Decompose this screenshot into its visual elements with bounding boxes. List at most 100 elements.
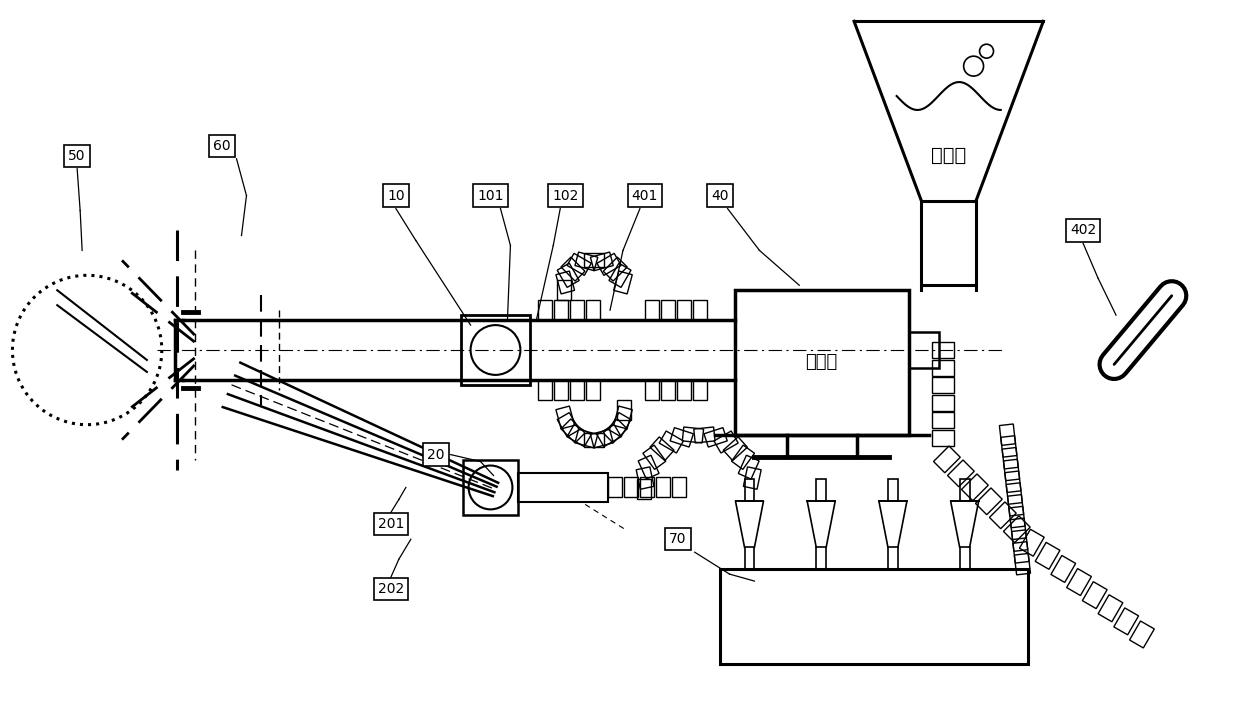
Bar: [558, 413, 580, 437]
Bar: [888, 479, 898, 501]
Bar: [1114, 608, 1139, 635]
Bar: [644, 380, 659, 400]
Text: 喂涂机: 喂涂机: [805, 353, 838, 371]
Bar: [518, 472, 608, 503]
Bar: [575, 252, 597, 271]
Bar: [932, 342, 954, 358]
Bar: [1098, 595, 1123, 622]
Bar: [636, 467, 654, 489]
Bar: [1020, 529, 1044, 556]
Bar: [1051, 555, 1075, 583]
Bar: [932, 430, 954, 446]
Bar: [1015, 553, 1031, 575]
Bar: [586, 300, 600, 320]
Bar: [644, 300, 659, 320]
Bar: [655, 477, 670, 498]
Bar: [575, 430, 597, 448]
Bar: [948, 460, 974, 486]
Bar: [554, 300, 569, 320]
Bar: [676, 300, 690, 320]
Bar: [909, 332, 939, 368]
Bar: [1007, 495, 1023, 516]
Bar: [613, 406, 632, 429]
Bar: [584, 253, 605, 267]
Bar: [922, 201, 976, 285]
Bar: [1011, 530, 1028, 551]
Bar: [558, 280, 571, 300]
Bar: [561, 257, 585, 281]
Bar: [660, 380, 675, 400]
Bar: [597, 425, 621, 446]
Bar: [660, 300, 675, 320]
Bar: [1014, 542, 1030, 563]
Bar: [932, 377, 954, 393]
Bar: [724, 437, 747, 461]
Bar: [745, 548, 755, 569]
Bar: [693, 380, 706, 400]
Bar: [932, 395, 954, 411]
Bar: [990, 502, 1016, 529]
Bar: [608, 263, 631, 287]
Bar: [603, 257, 627, 281]
Bar: [624, 477, 638, 498]
Bar: [608, 413, 631, 437]
Bar: [672, 477, 685, 498]
Bar: [603, 419, 627, 443]
Bar: [608, 477, 622, 498]
Bar: [556, 271, 575, 294]
Bar: [570, 300, 584, 320]
Bar: [591, 430, 613, 448]
Text: 40: 40: [711, 189, 729, 203]
Bar: [538, 300, 553, 320]
Text: 201: 201: [378, 517, 404, 531]
Bar: [584, 432, 605, 446]
Bar: [1009, 506, 1025, 528]
Bar: [1002, 447, 1018, 469]
Bar: [567, 425, 591, 446]
Bar: [960, 479, 970, 501]
Bar: [639, 477, 654, 498]
Bar: [704, 428, 727, 447]
Bar: [670, 428, 694, 447]
Bar: [1006, 483, 1022, 504]
Bar: [743, 467, 761, 489]
Bar: [676, 380, 690, 400]
Bar: [817, 548, 826, 569]
Bar: [960, 548, 970, 569]
Bar: [933, 446, 960, 472]
Bar: [556, 406, 575, 429]
Bar: [586, 380, 600, 400]
Bar: [975, 488, 1002, 515]
Bar: [558, 263, 580, 287]
Bar: [932, 359, 954, 376]
Bar: [561, 419, 585, 443]
Bar: [1067, 569, 1092, 595]
Bar: [650, 437, 674, 461]
Bar: [683, 427, 704, 443]
Bar: [462, 460, 518, 515]
Bar: [714, 431, 738, 453]
Bar: [888, 548, 898, 569]
Text: 20: 20: [427, 448, 445, 462]
Bar: [1035, 543, 1059, 569]
Text: 50: 50: [68, 149, 85, 163]
Bar: [1000, 424, 1016, 445]
Bar: [597, 253, 621, 275]
Text: 401: 401: [632, 189, 658, 203]
Bar: [567, 253, 591, 275]
Text: 填充料: 填充料: [930, 146, 966, 165]
Bar: [461, 315, 530, 385]
Text: 60: 60: [213, 139, 230, 153]
Bar: [1083, 582, 1108, 609]
Bar: [591, 252, 613, 271]
Bar: [643, 445, 665, 470]
Bar: [1130, 621, 1155, 648]
Bar: [745, 479, 755, 501]
Bar: [538, 380, 553, 400]
Text: 10: 10: [387, 189, 405, 203]
Text: 70: 70: [669, 532, 686, 546]
Bar: [693, 300, 706, 320]
Bar: [659, 431, 684, 453]
Bar: [961, 474, 989, 501]
Bar: [637, 479, 650, 499]
